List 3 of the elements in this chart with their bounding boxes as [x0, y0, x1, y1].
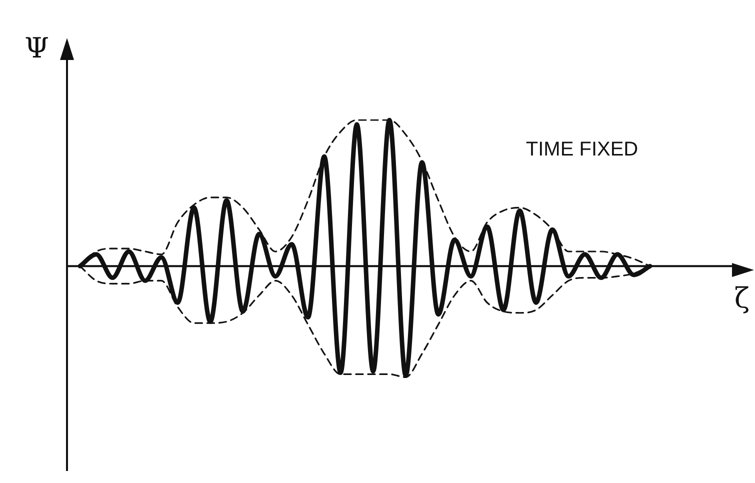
x-axis-title: ζ	[734, 281, 750, 314]
annotation: TIME FIXED	[526, 138, 638, 161]
y-axis-title: Ψ	[24, 31, 49, 64]
